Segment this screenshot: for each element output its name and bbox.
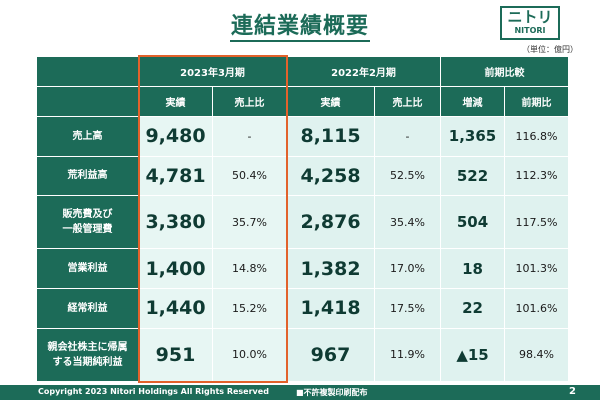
yoy-cell: 117.5% <box>504 195 570 250</box>
page-number: 2 <box>569 386 576 397</box>
cur-actual-cell: 1,400 <box>138 248 213 290</box>
header-corner-lower <box>36 86 139 117</box>
sub-header-yoy: 前期比 <box>504 86 570 117</box>
yoy-cell: 112.3% <box>504 155 570 197</box>
title-underline <box>230 40 370 42</box>
table-row: 経常利益 1,440 15.2% 1,418 17.5% 22 101.6% <box>36 288 570 329</box>
reproduction-notice: ■不許複製印刷配布 <box>296 388 368 397</box>
row-label: 経常利益 <box>36 288 139 329</box>
group-header-row: 2023年3月期 2022年2月期 前期比較 <box>36 56 570 87</box>
cur-ratio-cell: 14.8% <box>211 248 288 290</box>
sub-header-cur-actual: 実績 <box>138 86 213 117</box>
logo-text: NITORI <box>514 26 546 35</box>
logo-mark: ニトリ <box>507 8 553 26</box>
prev-actual-cell: 8,115 <box>286 116 376 157</box>
diff-cell: 1,365 <box>440 116 506 157</box>
row-label-line: する当期純利益 <box>52 356 123 368</box>
cur-actual-cell: 1,440 <box>138 288 213 329</box>
row-label: 荒利益高 <box>36 155 139 197</box>
row-label-line: 営業利益 <box>67 263 108 275</box>
prev-actual-cell: 1,418 <box>286 288 376 329</box>
row-label-line: 売上高 <box>72 130 103 142</box>
financial-summary-table: 2023年3月期 2022年2月期 前期比較 実績 売上比 実績 売上比 増減 … <box>36 56 570 383</box>
yoy-cell: 101.6% <box>504 288 570 329</box>
table-row: 販売費及び一般管理費 3,380 35.7% 2,876 35.4% 504 1… <box>36 195 570 250</box>
cur-ratio-cell: 50.4% <box>211 155 288 197</box>
header-corner <box>36 56 139 87</box>
footer-bar: Copyright 2023 Nitori Holdings All Right… <box>0 385 600 400</box>
row-label: 親会社株主に帰属 する当期純利益 <box>36 327 139 383</box>
unit-note: （単位：億円） <box>522 45 578 54</box>
prev-actual-cell: 2,876 <box>286 195 376 250</box>
diff-cell: 22 <box>440 288 506 329</box>
yoy-cell: 98.4% <box>504 327 570 383</box>
row-label-line: 販売費及び <box>62 209 113 221</box>
cur-ratio-cell: 15.2% <box>211 288 288 329</box>
cur-actual-cell: 9,480 <box>138 116 213 157</box>
sub-header-prev-ratio: 売上比 <box>374 86 442 117</box>
cur-actual-cell: 3,380 <box>138 195 213 250</box>
nitori-logo: ニトリ NITORI <box>500 6 560 40</box>
row-label: 販売費及び一般管理費 <box>36 195 139 250</box>
page-title: 連結業績概要 <box>230 14 369 39</box>
table-row: 親会社株主に帰属 する当期純利益 951 10.0% 967 11.9% ▲15 … <box>36 327 570 383</box>
yoy-cell: 101.3% <box>504 248 570 290</box>
prev-ratio-cell: 17.5% <box>374 288 442 329</box>
group-header-fy2022: 2022年2月期 <box>286 56 442 87</box>
sub-header-prev-actual: 実績 <box>286 86 376 117</box>
prev-ratio-cell: 52.5% <box>374 155 442 197</box>
row-label-line: 親会社株主に帰属 <box>47 341 128 353</box>
prev-ratio-cell: 35.4% <box>374 195 442 250</box>
row-label-line: 荒利益高 <box>67 170 108 182</box>
prev-ratio-cell: 11.9% <box>374 327 442 383</box>
cur-actual-cell: 951 <box>138 327 213 383</box>
row-label: 営業利益 <box>36 248 139 290</box>
sub-header-diff: 増減 <box>440 86 506 117</box>
prev-actual-cell: 1,382 <box>286 248 376 290</box>
diff-cell: 18 <box>440 248 506 290</box>
table-row: 営業利益 1,400 14.8% 1,382 17.0% 18 101.3% <box>36 248 570 290</box>
prev-actual-cell: 4,258 <box>286 155 376 197</box>
row-label-line: 一般管理費 <box>62 224 113 236</box>
diff-cell: 522 <box>440 155 506 197</box>
cur-ratio-cell: 35.7% <box>211 195 288 250</box>
prev-actual-cell: 967 <box>286 327 376 383</box>
copyright-text: Copyright 2023 Nitori Holdings All Right… <box>38 387 269 396</box>
group-header-comparison: 前期比較 <box>440 56 570 87</box>
cur-ratio-cell: - <box>211 116 288 157</box>
row-label-line: 経常利益 <box>67 302 108 314</box>
yoy-cell: 116.8% <box>504 116 570 157</box>
table-row: 売上高 9,480 - 8,115 - 1,365 116.8% <box>36 116 570 157</box>
sub-header-row: 実績 売上比 実績 売上比 増減 前期比 <box>36 86 570 117</box>
group-header-fy2023: 2023年3月期 <box>137 56 288 87</box>
diff-cell: 504 <box>440 195 506 250</box>
prev-ratio-cell: - <box>374 116 442 157</box>
cur-ratio-cell: 10.0% <box>211 327 288 383</box>
table-row: 荒利益高 4,781 50.4% 4,258 52.5% 522 112.3% <box>36 155 570 197</box>
diff-cell: ▲15 <box>440 327 506 383</box>
sub-header-cur-ratio: 売上比 <box>211 86 288 117</box>
row-label: 売上高 <box>36 116 139 157</box>
cur-actual-cell: 4,781 <box>138 155 213 197</box>
prev-ratio-cell: 17.0% <box>374 248 442 290</box>
